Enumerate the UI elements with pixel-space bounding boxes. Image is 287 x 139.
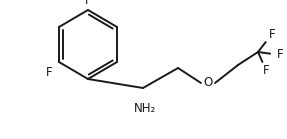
- Text: O: O: [203, 76, 213, 90]
- Text: F: F: [46, 65, 52, 79]
- Text: F: F: [269, 28, 275, 40]
- Text: F: F: [85, 0, 91, 7]
- Text: F: F: [263, 64, 269, 76]
- Text: F: F: [277, 49, 283, 61]
- Text: NH₂: NH₂: [134, 102, 156, 115]
